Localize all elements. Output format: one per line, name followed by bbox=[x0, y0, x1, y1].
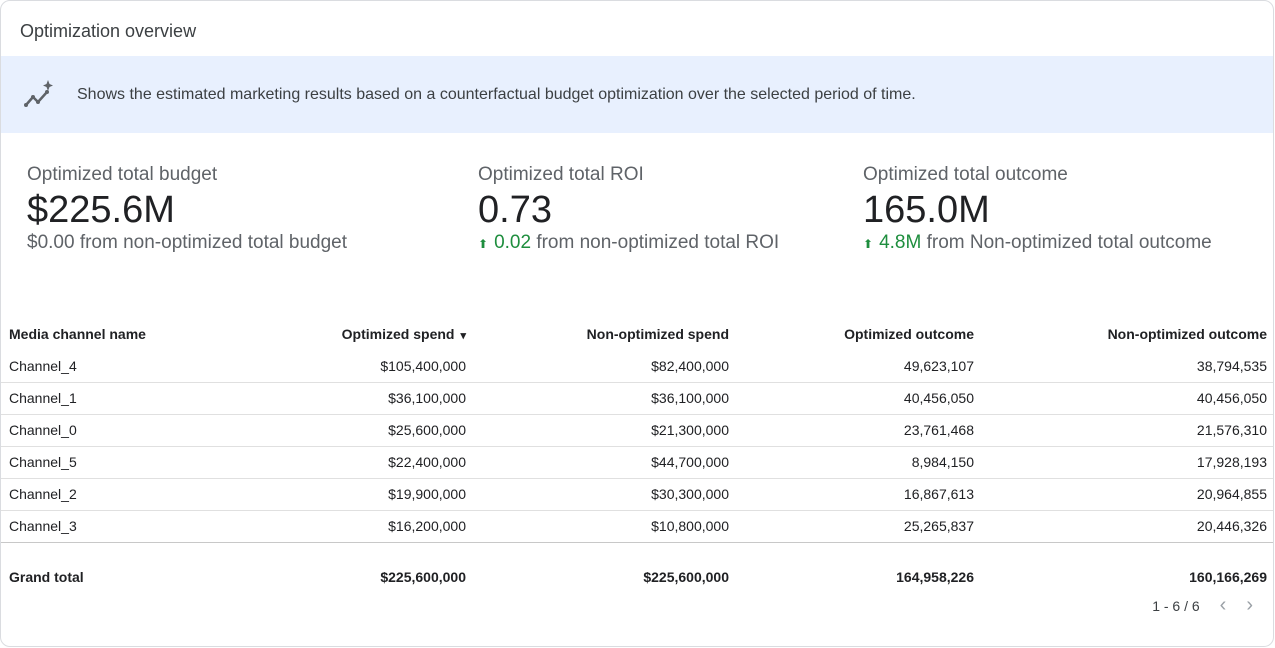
table-cell: $105,400,000 bbox=[251, 350, 474, 383]
table-cell: 40,456,050 bbox=[737, 382, 982, 415]
table-cell: $36,100,000 bbox=[251, 382, 474, 415]
table-row: Channel_1 $36,100,000 $36,100,000 40,456,05… bbox=[1, 382, 1273, 415]
page-range: 1 - 6 / 6 bbox=[1152, 597, 1200, 614]
column-header[interactable]: Non-optimized outcome bbox=[982, 317, 1273, 350]
kpi-sub: from Non-optimized total outcome bbox=[921, 232, 1212, 253]
table-row: Channel_0 $25,600,000 $21,300,000 23,761,46… bbox=[1, 414, 1273, 447]
table-cell: Channel_3 bbox=[1, 510, 251, 543]
total-cell: $225,600,000 bbox=[643, 569, 729, 586]
column-header[interactable]: Optimized outcome bbox=[737, 317, 982, 350]
kpi-delta: 0.02 bbox=[494, 232, 532, 253]
kpi-outcome: Optimized total outcome 165.0M ⬆ 4.8M fro… bbox=[863, 164, 1212, 254]
table-cell: 49,623,107 bbox=[737, 350, 982, 383]
table-cell: $44,700,000 bbox=[474, 446, 737, 479]
kpi-value: 0.73 bbox=[478, 189, 552, 231]
table-cell: $30,300,000 bbox=[474, 478, 737, 511]
table-cell: 16,867,613 bbox=[737, 478, 982, 511]
total-cell: $225,600,000 bbox=[380, 569, 466, 586]
table-cell: 40,456,050 bbox=[982, 382, 1273, 415]
total-cell: 160,166,269 bbox=[1189, 569, 1267, 586]
kpi-value: $225.6M bbox=[27, 189, 175, 231]
kpi-sub: $0.00 from non-optimized total budget bbox=[27, 232, 348, 253]
table-cell: 38,794,535 bbox=[982, 350, 1273, 383]
table-cell: Channel_5 bbox=[1, 446, 251, 479]
table-row: Channel_5 $22,400,000 $44,700,000 8,984,150… bbox=[1, 446, 1273, 479]
kpi-label: Optimized total outcome bbox=[863, 164, 1068, 185]
table-cell: $22,400,000 bbox=[251, 446, 474, 479]
sort-desc-icon: ▾ bbox=[460, 329, 466, 342]
column-header-label: Optimized outcome bbox=[844, 325, 974, 342]
kpi-budget: Optimized total budget $225.6M $0.00 fro… bbox=[27, 164, 347, 254]
table-cell: 25,265,837 bbox=[737, 510, 982, 543]
arrow-up-icon: ⬆ bbox=[863, 237, 874, 251]
column-header-label: Non-optimized spend bbox=[586, 325, 729, 342]
kpi-sub: from non-optimized total ROI bbox=[531, 232, 780, 253]
grand-total-row: Grand total $225,600,000 $225,600,000 164,9… bbox=[1, 542, 1273, 612]
table-cell: 20,964,855 bbox=[982, 478, 1273, 511]
table-cell: $16,200,000 bbox=[251, 510, 474, 543]
kpi-value: 165.0M bbox=[863, 189, 990, 231]
table-row: Channel_2 $19,900,000 $30,300,000 16,867,61… bbox=[1, 478, 1273, 511]
table-cell: $25,600,000 bbox=[251, 414, 474, 447]
kpi-delta: 4.8M bbox=[879, 232, 922, 253]
table-row: Channel_3 $16,200,000 $10,800,000 25,265,83… bbox=[1, 510, 1273, 543]
trending-sparkle-icon bbox=[24, 79, 53, 107]
kpi-label: Optimized total budget bbox=[27, 164, 218, 185]
next-page-button[interactable]: › bbox=[1246, 594, 1253, 616]
table-cell: 8,984,150 bbox=[737, 446, 982, 479]
card-title: Optimization overview bbox=[20, 21, 197, 41]
pagination: 1 - 6 / 6 ‹ › bbox=[1152, 594, 1253, 617]
table-cell: Channel_0 bbox=[1, 414, 251, 447]
table-cell: $21,300,000 bbox=[474, 414, 737, 447]
results-table: Media channel name Optimized spend ▾ Non-op… bbox=[1, 317, 1273, 612]
table-cell: 20,446,326 bbox=[982, 510, 1273, 543]
table-cell: 21,576,310 bbox=[982, 414, 1273, 447]
table-cell: Channel_4 bbox=[1, 350, 251, 383]
column-header[interactable]: Media channel name bbox=[1, 317, 251, 350]
info-banner: Shows the estimated marketing results ba… bbox=[1, 56, 1273, 133]
column-header[interactable]: Optimized spend ▾ bbox=[251, 317, 474, 350]
prev-page-button[interactable]: ‹ bbox=[1219, 594, 1227, 616]
total-cell: 164,958,226 bbox=[896, 569, 974, 586]
column-header-label: Non-optimized outcome bbox=[1107, 325, 1267, 342]
total-cell: Grand total bbox=[9, 569, 84, 586]
arrow-up-icon: ⬆ bbox=[478, 237, 489, 251]
table-cell: 17,928,193 bbox=[982, 446, 1273, 479]
table-cell: $36,100,000 bbox=[474, 382, 737, 415]
table-cell: $10,800,000 bbox=[474, 510, 737, 543]
kpi-roi: Optimized total ROI 0.73 ⬆ 0.02 from non-… bbox=[478, 164, 779, 254]
table-cell: $19,900,000 bbox=[251, 478, 474, 511]
banner-text: Shows the estimated marketing results ba… bbox=[77, 85, 916, 103]
kpi-label: Optimized total ROI bbox=[478, 164, 644, 185]
column-header-label: Optimized spend bbox=[341, 325, 455, 342]
column-header[interactable]: Non-optimized spend bbox=[474, 317, 737, 350]
column-header-label: Media channel name bbox=[9, 325, 146, 342]
table-cell: Channel_2 bbox=[1, 478, 251, 511]
table-cell: 23,761,468 bbox=[737, 414, 982, 447]
table-cell: Channel_1 bbox=[1, 382, 251, 415]
table-cell: $82,400,000 bbox=[474, 350, 737, 383]
table-row: Channel_4 $105,400,000 $82,400,000 49,623,1… bbox=[1, 350, 1273, 383]
